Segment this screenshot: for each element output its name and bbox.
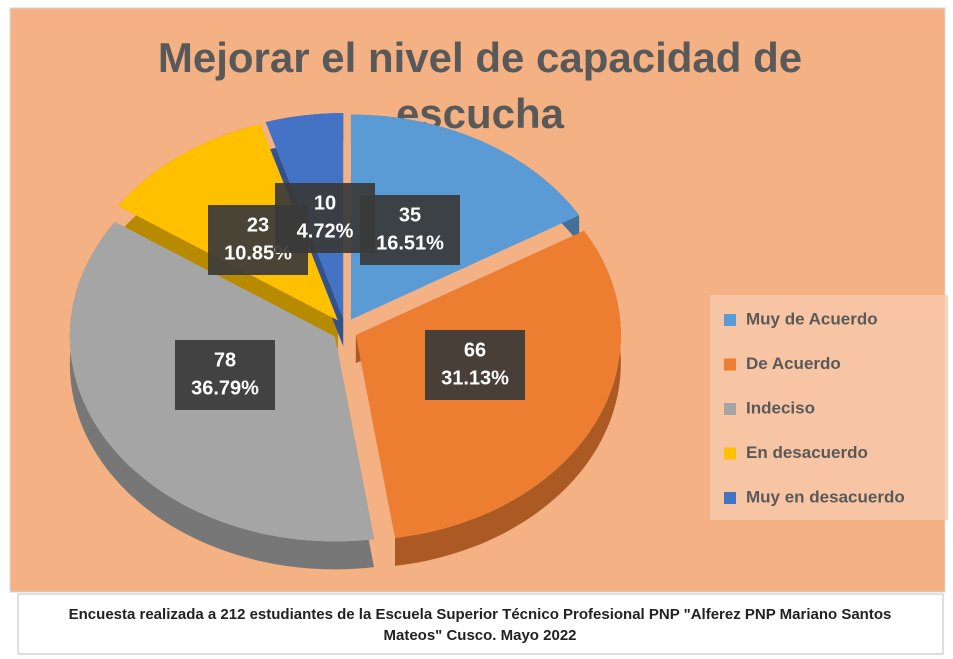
footnote-box (17, 593, 944, 655)
legend-label: Indeciso (746, 398, 815, 417)
chart-title: Mejorar el nivel de capacidad de escucha (157, 34, 803, 137)
data-label-box (425, 330, 525, 400)
footnote-holder: Encuesta realizada a 212 estudiantes de … (68, 606, 892, 644)
data-label-value: 78 (214, 349, 236, 371)
data-label-value: 10 (314, 192, 336, 214)
data-label-percent: 36.79% (191, 377, 259, 399)
data-label-percent: 16.51% (376, 232, 444, 254)
legend-swatch (724, 358, 736, 371)
data-label-value: 66 (464, 339, 486, 361)
legend-label: En desacuerdo (746, 443, 868, 462)
legend-swatch (724, 447, 736, 460)
legend-swatch (724, 314, 736, 326)
slice (350, 114, 580, 320)
legend-label: De Acuerdo (746, 354, 841, 373)
footnote: Encuesta realizada a 212 estudiantes de … (68, 606, 892, 644)
data-label-percent: 4.72% (297, 220, 354, 242)
legend-box (710, 295, 948, 520)
legend-swatch (724, 492, 736, 504)
data-label-box (360, 195, 460, 265)
slice-side (69, 221, 375, 570)
legend-label: Muy en desacuerdo (746, 487, 905, 506)
data-label-box (175, 340, 275, 410)
title-holder: Mejorar el nivel de capacidad de escucha (157, 34, 803, 137)
data-label-value: 23 (247, 214, 269, 236)
data-label-percent: 31.13% (441, 367, 509, 389)
data-label-value: 35 (399, 204, 421, 226)
legend-swatch (724, 403, 736, 415)
legend-label: Muy de Acuerdo (746, 309, 878, 328)
data-label-box (275, 183, 375, 253)
